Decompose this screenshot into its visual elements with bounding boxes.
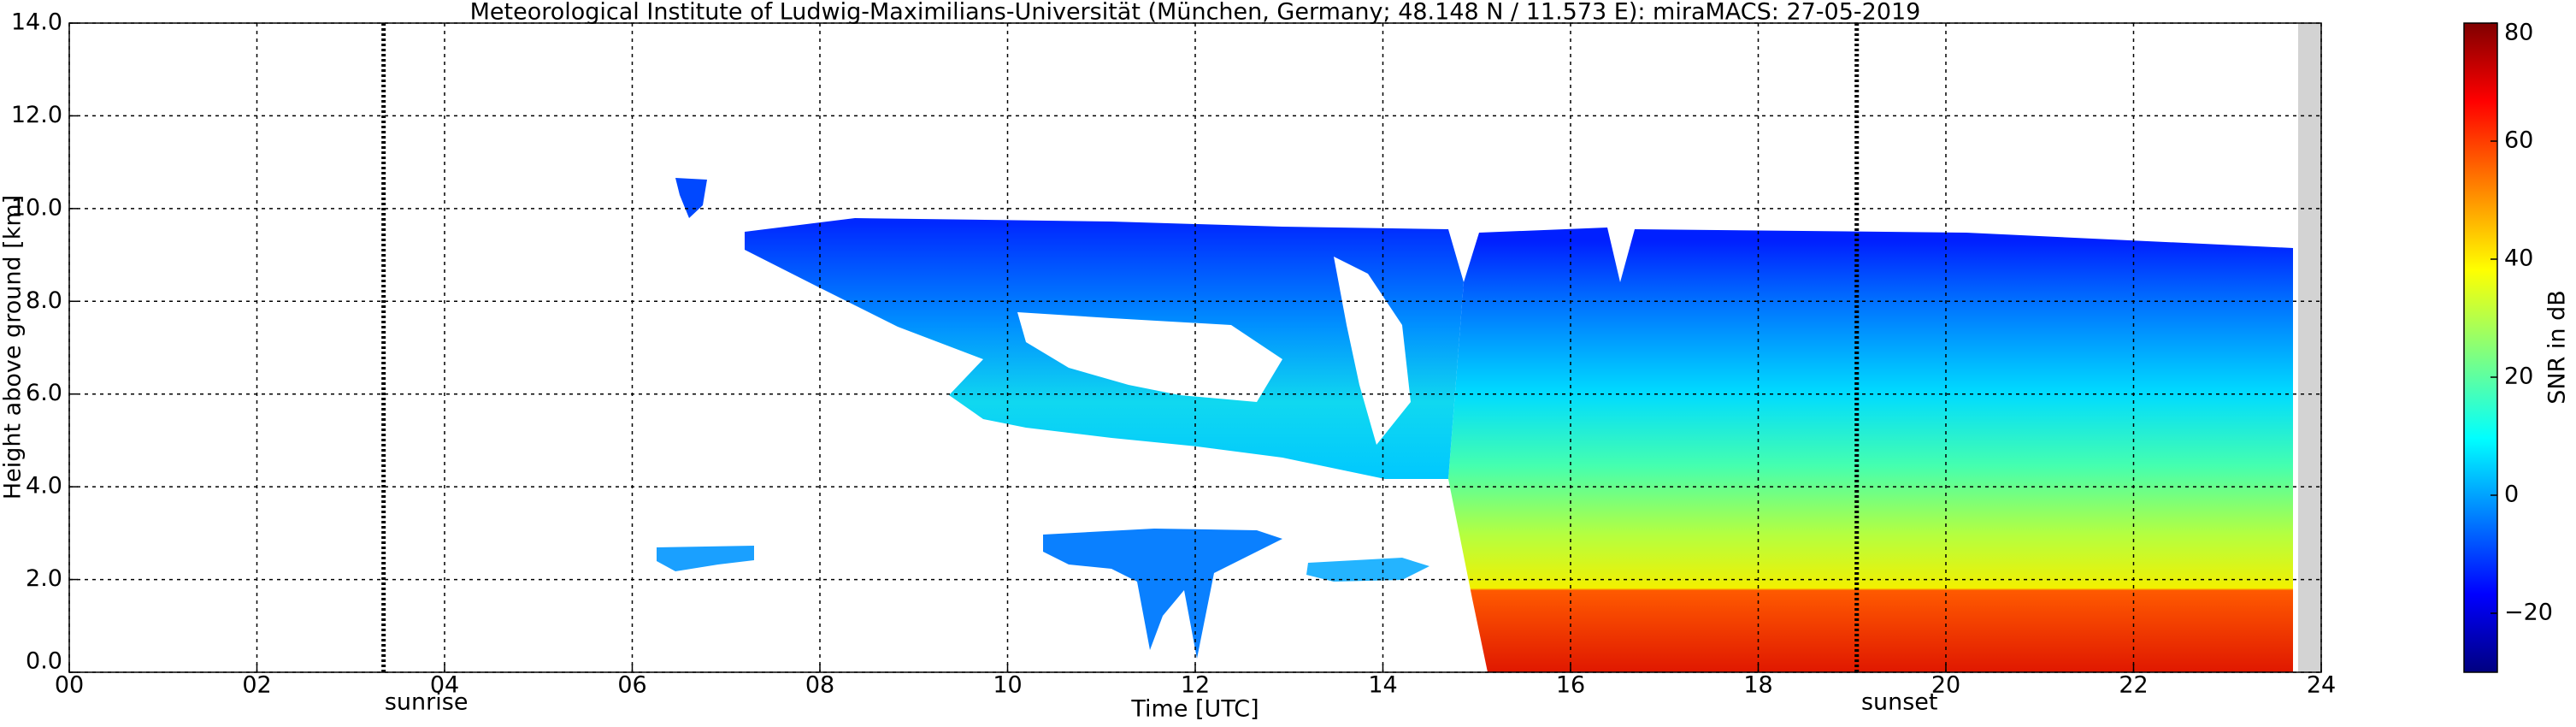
x-tick-label: 08 bbox=[805, 672, 834, 699]
cloud-patch bbox=[1306, 558, 1429, 582]
colorbar-tick-label: 60 bbox=[2504, 127, 2533, 154]
cloud-gap bbox=[1017, 312, 1282, 402]
x-tick-label: 12 bbox=[1181, 672, 1210, 699]
colorbar-tick-label: 20 bbox=[2504, 364, 2533, 390]
x-tick-label: 06 bbox=[617, 672, 646, 699]
cloud-gap bbox=[1334, 257, 1411, 445]
cloud-column bbox=[1448, 228, 2293, 672]
x-tick-label: 02 bbox=[242, 672, 271, 699]
colorbar-tick-label: 40 bbox=[2504, 245, 2533, 272]
y-tick-label: 8.0 bbox=[26, 287, 62, 314]
y-tick-label: 12.0 bbox=[11, 102, 62, 128]
x-tick-label: 18 bbox=[1743, 672, 1772, 699]
cloud-patch bbox=[657, 546, 754, 571]
x-tick-label: 14 bbox=[1368, 672, 1397, 699]
chart-title: Meteorological Institute of Ludwig-Maxim… bbox=[470, 0, 1921, 26]
y-tick-label: 0.0 bbox=[26, 648, 62, 675]
cloud-patch bbox=[1043, 529, 1282, 659]
y-axis-label: Height above ground [km] bbox=[0, 195, 27, 499]
x-tick-label: 00 bbox=[55, 672, 84, 699]
colorbar-tick-label: 80 bbox=[2504, 20, 2533, 46]
colorbar-tick-label: −20 bbox=[2504, 600, 2553, 626]
no-data bbox=[2298, 23, 2321, 672]
x-tick-label: 04 bbox=[430, 672, 459, 699]
y-tick-label: 4.0 bbox=[26, 473, 62, 499]
x-tick-label: 10 bbox=[993, 672, 1022, 699]
y-tick-label: 6.0 bbox=[26, 380, 62, 406]
x-tick-label: 24 bbox=[2307, 672, 2336, 699]
colorbar-label: SNR in dB bbox=[2544, 290, 2571, 405]
x-tick-label: 16 bbox=[1556, 672, 1585, 699]
annotation-label: sunset bbox=[1861, 689, 1938, 716]
x-axis-label: Time [UTC] bbox=[1130, 696, 1259, 723]
y-tick-label: 2.0 bbox=[26, 565, 62, 592]
annotation-label: sunrise bbox=[385, 689, 469, 716]
y-tick-label: 10.0 bbox=[11, 194, 62, 221]
x-tick-label: 22 bbox=[2119, 672, 2148, 699]
y-tick-label: 14.0 bbox=[11, 9, 62, 36]
colorbar-tick-label: 0 bbox=[2504, 482, 2519, 508]
x-tick-label: 20 bbox=[1931, 672, 1960, 699]
colorbar bbox=[2463, 22, 2498, 673]
cloud-patch bbox=[675, 178, 707, 218]
radar-field bbox=[657, 178, 2293, 672]
